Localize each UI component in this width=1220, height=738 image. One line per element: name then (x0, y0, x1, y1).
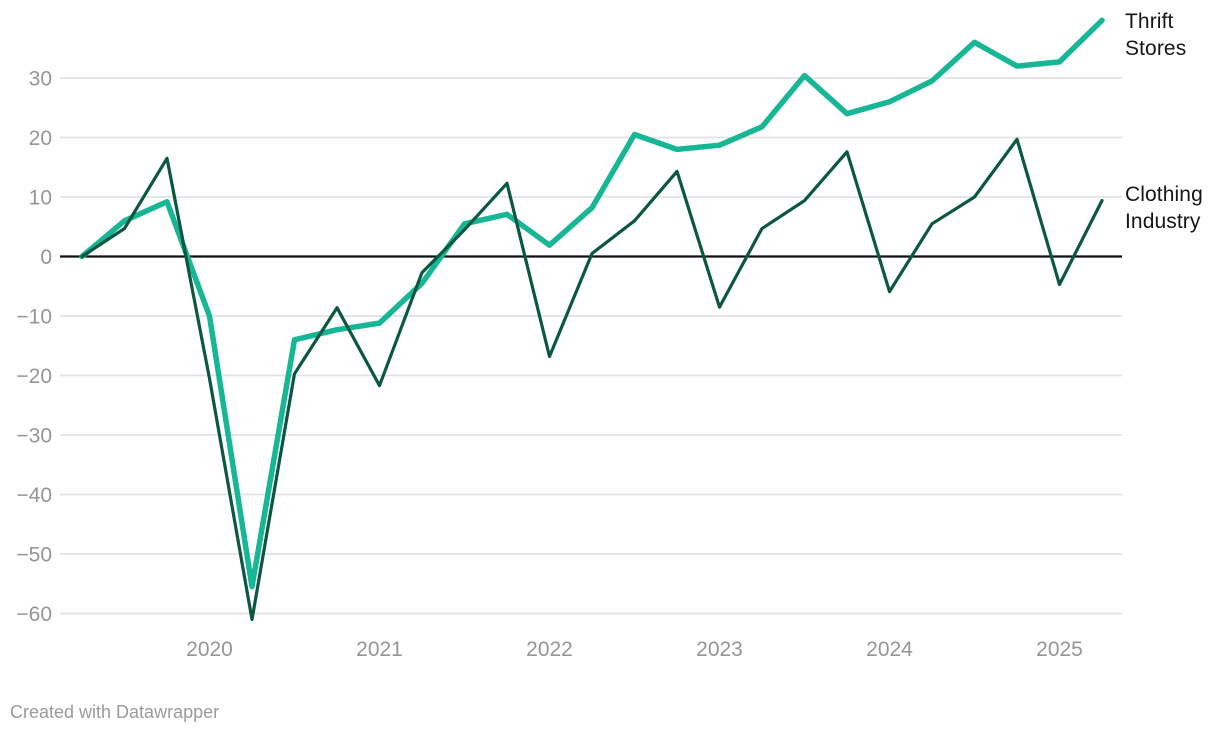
y-tick-label--20: −20 (16, 365, 52, 388)
y-tick-label-10: 10 (29, 187, 52, 210)
line-chart-canvas: 30 20 10 0 −10 −20 −30 −40 −50 −60 2020 2021 2022 202… (16, 17, 1122, 661)
series-line-clothing-industry (80, 137, 1104, 622)
datawrapper-credit: Created with Datawrapper (10, 702, 220, 722)
x-tick-label-2023: 2023 (696, 638, 743, 661)
x-tick-label-2021: 2021 (356, 638, 403, 661)
y-tick-label--30: −30 (16, 425, 52, 448)
y-tick-label--60: −60 (16, 603, 52, 626)
series-line-thrift-stores (79, 17, 1105, 590)
x-tick-label-2024: 2024 (866, 638, 913, 661)
x-tick-label-2022: 2022 (526, 638, 573, 661)
y-tick-label-0: 0 (40, 246, 52, 269)
series-label-thrift-stores: Thrift Stores (1125, 10, 1187, 60)
series-label-clothing-industry: Clothing Industry (1125, 183, 1203, 233)
chart-area: 30 20 10 0 −10 −20 −30 −40 −50 −60 2020 2021 2022 202… (16, 10, 1203, 661)
y-tick-label-30: 30 (29, 68, 52, 91)
x-tick-label-2020: 2020 (186, 638, 233, 661)
y-tick-label--40: −40 (16, 484, 52, 507)
y-tick-label-20: 20 (29, 127, 52, 150)
y-tick-label--10: −10 (16, 306, 52, 329)
x-tick-label-2025: 2025 (1036, 638, 1083, 661)
y-tick-label--50: −50 (16, 544, 52, 567)
